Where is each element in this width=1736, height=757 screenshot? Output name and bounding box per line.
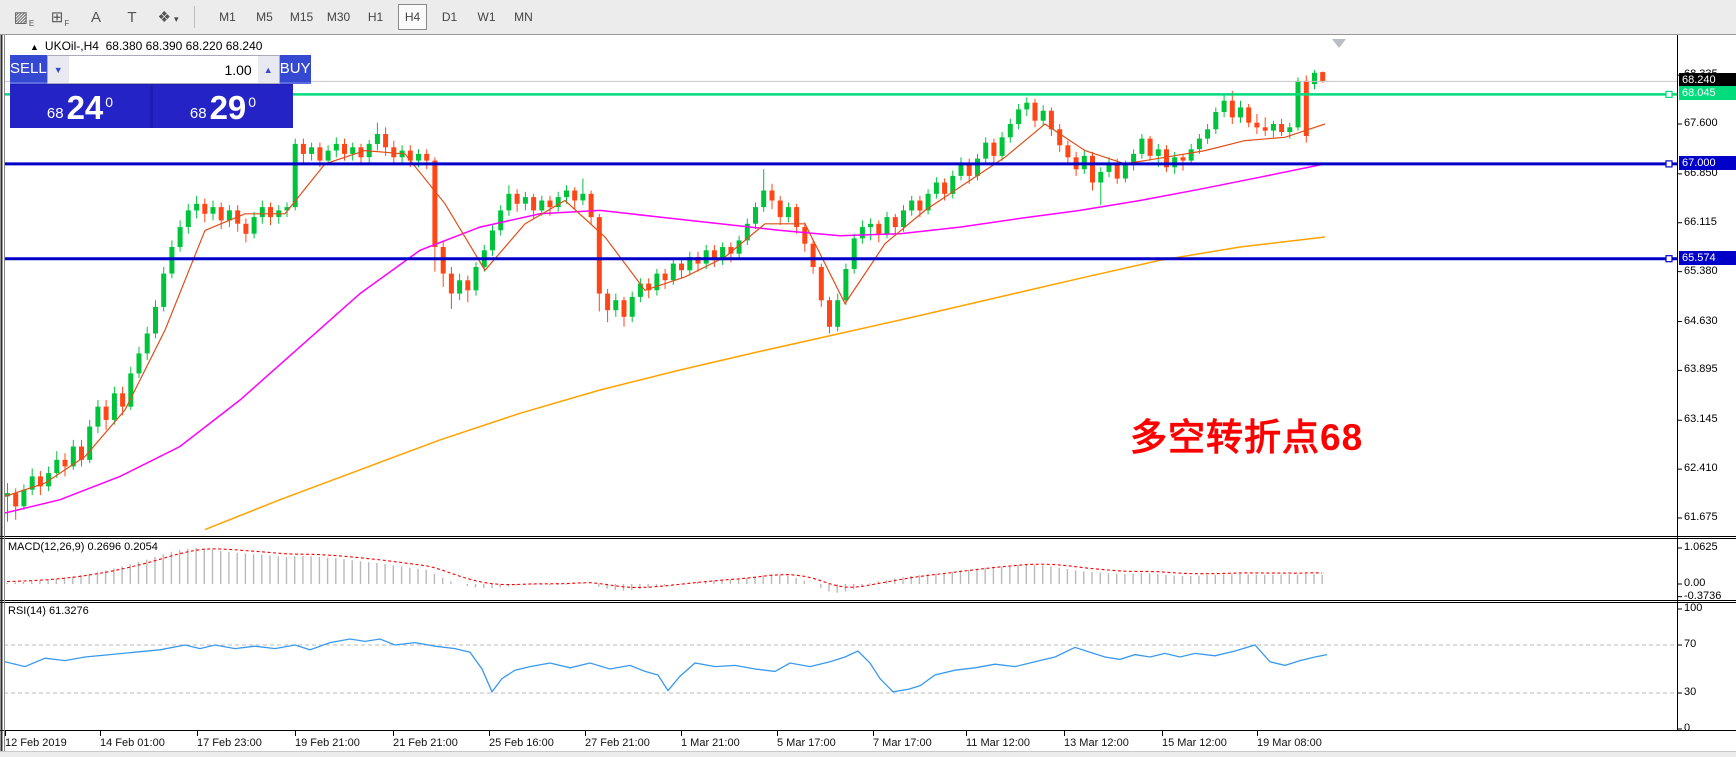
arrange-objects-icon[interactable]: ❖ ▾ — [157, 9, 179, 26]
time-tick-label: 1 Mar 21:00 — [681, 737, 740, 749]
sell-button[interactable]: SELL — [10, 55, 47, 84]
rsi-indicator-label: RSI(14) 61.3276 — [8, 605, 89, 617]
window-bottom-strip — [0, 751, 1736, 757]
price-tick-label: 65.380 — [1684, 264, 1718, 277]
text-box-icon[interactable]: T — [127, 9, 137, 26]
price-tick-label: 62.410 — [1684, 462, 1718, 475]
chart-annotation: 多空转折点68 — [1130, 417, 1364, 458]
time-tick-label: 5 Mar 17:00 — [777, 737, 836, 749]
volume-control: ▼ ▲ — [46, 55, 280, 84]
grid-objects-icon[interactable]: ⊞ F — [50, 9, 70, 28]
volume-input[interactable] — [68, 56, 258, 83]
chart-symbol-title: ▲ UKOil-,H4 68.380 68.390 68.220 68.240 — [30, 39, 262, 53]
time-tick-label: 19 Mar 08:00 — [1257, 737, 1322, 749]
bid-integer: 68 — [46, 105, 64, 122]
drawing-tools-group: ▨ E ⊞ F A T ❖ ▾ — [0, 5, 184, 29]
timeframe-d1[interactable]: D1 — [441, 10, 458, 24]
bid-pipette: 0 — [105, 94, 114, 110]
text-label-icon[interactable]: A — [90, 9, 101, 26]
time-tick-label: 13 Mar 12:00 — [1064, 737, 1129, 749]
time-tick-label: 21 Feb 21:00 — [393, 737, 458, 749]
rsi-scale-label: 30 — [1684, 686, 1697, 698]
draw-objects-icon[interactable]: ▨ E — [13, 9, 35, 28]
price-badge-65.574: 65.574 — [1679, 250, 1736, 265]
timeframe-h4[interactable]: H4 — [398, 4, 427, 30]
timeframe-w1[interactable]: W1 — [477, 10, 496, 24]
price-tick-label: 67.600 — [1684, 117, 1718, 129]
scroll-marker-icon — [1332, 39, 1346, 48]
time-tick-label: 19 Feb 21:00 — [295, 737, 360, 749]
timeframe-m5[interactable]: M5 — [256, 10, 273, 24]
time-tick-label: 17 Feb 23:00 — [197, 737, 262, 749]
time-tick-label: 14 Feb 01:00 — [100, 737, 165, 749]
time-tick-label: 15 Mar 12:00 — [1162, 737, 1227, 749]
bid-price-quote[interactable]: 68 24 0 — [10, 85, 150, 128]
price-tick-label: 61.675 — [1684, 511, 1718, 523]
timeframe-mn[interactable]: MN — [514, 10, 533, 24]
ask-price-quote[interactable]: 68 29 0 — [153, 85, 293, 128]
timeframe-m15[interactable]: M15 — [289, 10, 314, 24]
time-tick-label: 27 Feb 21:00 — [585, 737, 650, 749]
macd-scale-label: 0.00 — [1684, 577, 1706, 589]
macd-scale-label: -0.3736 — [1684, 589, 1722, 602]
time-tick-label: 12 Feb 2019 — [5, 737, 67, 749]
volume-up-icon[interactable]: ▲ — [257, 56, 279, 83]
rsi-scale-label: 100 — [1684, 602, 1703, 614]
price-badge-68.240: 68.240 — [1679, 73, 1736, 88]
timeframe-m1[interactable]: M1 — [219, 10, 236, 24]
time-tick-label: 7 Mar 17:00 — [873, 737, 932, 749]
volume-down-icon[interactable]: ▼ — [47, 56, 69, 83]
price-tick-label: 63.145 — [1684, 413, 1718, 426]
time-tick-label: 25 Feb 16:00 — [489, 737, 554, 749]
price-badge-68.045: 68.045 — [1679, 86, 1736, 101]
price-tick-label: 66.115 — [1684, 215, 1717, 228]
macd-scale-label: 1.0625 — [1684, 540, 1718, 553]
toolbar-separator — [194, 6, 195, 28]
symbol-name: UKOil-,H4 — [44, 39, 99, 53]
ask-integer: 68 — [189, 105, 207, 122]
ask-decimals: 29 — [209, 89, 247, 126]
macd-indicator-label: MACD(12,26,9) 0.2696 0.2054 — [8, 541, 158, 553]
bid-decimals: 24 — [66, 89, 104, 126]
symbol-ohlc: 68.380 68.390 68.220 68.240 — [105, 39, 263, 53]
price-tick-label: 64.630 — [1684, 314, 1718, 327]
timeframe-m30[interactable]: M30 — [326, 10, 351, 24]
time-tick-label: 11 Mar 12:00 — [966, 737, 1031, 749]
ask-pipette: 0 — [248, 94, 257, 110]
price-badge-67.000: 67.000 — [1679, 155, 1736, 170]
timeframe-h1[interactable]: H1 — [367, 10, 384, 24]
rsi-scale-label: 0 — [1684, 722, 1691, 734]
buy-button[interactable]: BUY — [279, 55, 311, 84]
price-tick-label: 63.895 — [1684, 363, 1718, 376]
one-click-trade-panel: SELL ▼ ▲ BUY 68 24 0 68 29 0 — [10, 55, 311, 128]
timeframe-buttons-group: M1 M5 M15 M30 H1 H4 D1 W1 MN — [203, 4, 540, 30]
rsi-scale-label: 70 — [1684, 638, 1697, 650]
collapse-triangle-icon[interactable]: ▲ — [30, 42, 39, 52]
main-toolbar: ▨ E ⊞ F A T ❖ ▾ M1 M5 M15 M30 H1 H4 D1 W1 MN — [0, 0, 1736, 35]
